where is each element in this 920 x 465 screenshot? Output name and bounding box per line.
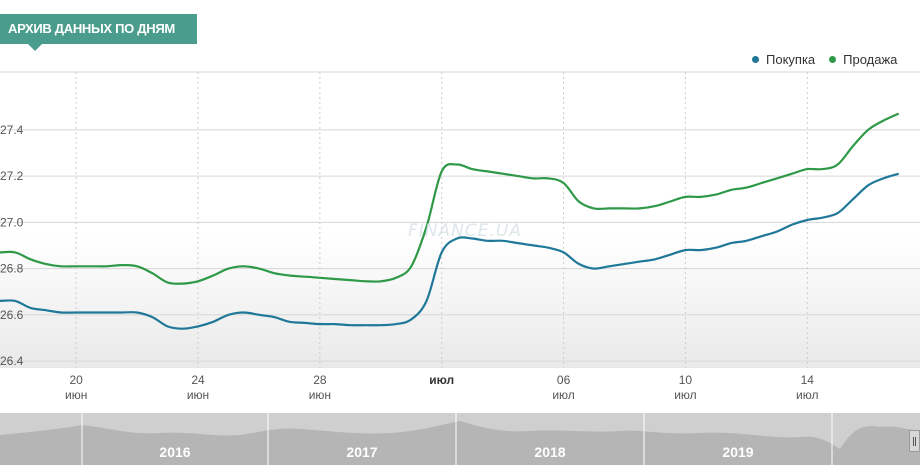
grid-lines — [0, 71, 920, 368]
navigator-year-labels: 2016 2017 2018 2019 — [159, 444, 753, 460]
x-tick-month-1: июн — [187, 388, 209, 402]
main-line-chart[interactable]: FINANCE.UA 26.426.626.827.027.227.4 20ию… — [0, 0, 920, 410]
y-tick-label-2: 26.8 — [0, 262, 24, 276]
navigator-year-2016: 2016 — [159, 444, 190, 460]
navigator-scroll-handle[interactable] — [909, 430, 920, 452]
x-tick-month-4: июл — [552, 388, 574, 402]
series-line-buy — [0, 172, 900, 330]
x-tick-label-4: 06 — [557, 373, 571, 387]
y-tick-label-1: 26.6 — [0, 308, 24, 322]
plot-background — [0, 72, 920, 368]
x-tick-label-5: 10 — [679, 373, 693, 387]
x-tick-label-6: 14 — [801, 373, 815, 387]
series-lines — [0, 112, 900, 330]
navigator-area — [0, 421, 920, 465]
x-tick-month-0: июн — [65, 388, 87, 402]
chart-title-badge: АРХИВ ДАННЫХ ПО ДНЯМ — [0, 14, 197, 51]
x-tick-label-0: 20 — [69, 373, 83, 387]
y-tick-label-3: 27.0 — [0, 215, 24, 229]
navigator-year-2018: 2018 — [534, 444, 565, 460]
watermark-text: FINANCE.UA — [408, 221, 522, 241]
y-axis-labels: 26.4 26.6 26.8 27.0 27.2 27.4 — [0, 123, 24, 368]
x-tick-label-3: июл — [429, 373, 454, 387]
navigator-year-separators — [81, 413, 833, 465]
x-tick-label-2: 28 — [313, 373, 327, 387]
legend-item-buy[interactable]: Покупка — [752, 52, 815, 67]
navigator-year-2017: 2017 — [346, 444, 377, 460]
y-tick-label-4: 27.2 — [0, 169, 24, 183]
y-tick-label-5: 27.4 — [0, 123, 24, 137]
legend-item-sell[interactable]: Продажа — [829, 52, 897, 67]
legend-dot-sell — [829, 56, 837, 63]
series-line-sell — [0, 112, 900, 285]
navigator-bar[interactable]: 2016 2017 2018 2019 — [0, 413, 920, 465]
legend-label-sell: Продажа — [843, 52, 898, 67]
chart-legend: Покупка Продажа — [752, 52, 897, 67]
legend-dot-buy — [752, 56, 759, 63]
x-tick-month-2: июн — [309, 388, 331, 402]
x-tick-month-5: июл — [674, 388, 696, 402]
y-tick-label-0: 26.4 — [0, 354, 24, 368]
x-tick-label-1: 24 — [191, 373, 205, 387]
x-tick-month-6: июл — [796, 388, 818, 402]
navigator-year-2019: 2019 — [722, 444, 753, 460]
legend-label-buy: Покупка — [766, 52, 816, 67]
